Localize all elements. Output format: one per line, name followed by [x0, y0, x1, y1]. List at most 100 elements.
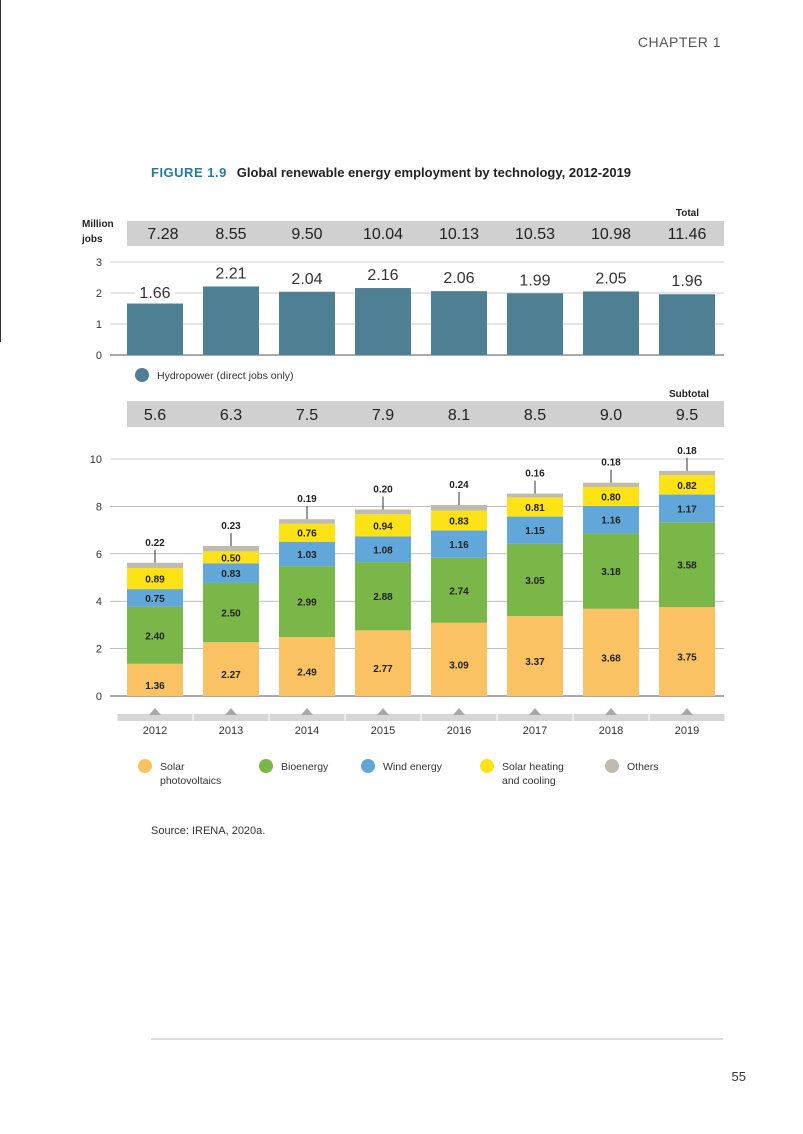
- stack-segment: [583, 608, 639, 696]
- subtotal-label: 7.5: [296, 407, 318, 424]
- segment-value-label: 2.88: [373, 592, 393, 603]
- stack-segment: [203, 551, 259, 564]
- stack-segment: [355, 536, 411, 563]
- segment-value-label: 0.82: [677, 481, 697, 492]
- stack-tick-label: 10: [90, 454, 102, 466]
- stack-segment: [507, 616, 563, 696]
- subtotal-header: Subtotal: [669, 389, 709, 400]
- segment-value-label: 2.27: [221, 670, 241, 681]
- total-label: 10.98: [591, 226, 631, 243]
- segment-value-label: 1.15: [525, 526, 545, 537]
- year-label: 2012: [143, 725, 167, 737]
- segment-value-label: 3.68: [601, 653, 621, 664]
- hydro-bar: [203, 286, 259, 355]
- stack-segment: [659, 607, 715, 696]
- segment-value-label: 1.08: [373, 545, 393, 556]
- year-marker-triangle: [149, 708, 161, 715]
- stack-segment: [431, 530, 487, 558]
- stack-tick-label: 8: [96, 501, 102, 513]
- hydro-tick-label: 1: [96, 319, 102, 331]
- segment-value-label: 2.50: [221, 609, 241, 620]
- stack-legend-label: and cooling: [502, 775, 556, 787]
- others-value-label: 0.18: [677, 446, 697, 457]
- stack-segment: [583, 533, 639, 609]
- segment-value-label: 0.76: [297, 529, 317, 540]
- segment-value-label: 0.81: [525, 503, 545, 514]
- year-marker-triangle: [453, 708, 465, 715]
- subtotal-label: 5.6: [144, 407, 166, 424]
- segment-value-label: 1.03: [297, 550, 317, 561]
- segment-value-label: 1.16: [601, 516, 621, 527]
- stack-segment: [279, 566, 335, 637]
- segment-value-label: 1.16: [449, 540, 469, 551]
- stack-legend-swatch: [605, 759, 619, 773]
- stack-segment: [203, 642, 259, 696]
- subtotal-band: [127, 401, 724, 427]
- year-strip: [497, 714, 573, 721]
- ylabel-line-2: jobs: [81, 234, 103, 245]
- year-label: 2019: [675, 725, 699, 737]
- stack-segment: [507, 543, 563, 617]
- segment-value-label: 0.83: [449, 517, 469, 528]
- year-marker-triangle: [681, 708, 693, 715]
- figure-title-text: Global renewable energy employment by te…: [236, 165, 632, 180]
- stack-legend-label: Others: [627, 761, 659, 773]
- stack-segment: [127, 568, 183, 590]
- segment-value-label: 0.89: [145, 575, 165, 586]
- year-strip: [649, 714, 725, 721]
- stack-segment: [279, 541, 335, 567]
- stack-legend-swatch: [480, 759, 494, 773]
- year-label: 2014: [295, 725, 319, 737]
- stack-legend-label: Solar: [160, 761, 185, 773]
- hydro-value-label: 2.05: [595, 270, 626, 287]
- stack-legend-label: Wind energy: [383, 761, 443, 773]
- total-label: 10.04: [363, 226, 403, 243]
- stack-segment: [355, 509, 411, 515]
- year-strip: [345, 714, 421, 721]
- segment-value-label: 1.36: [145, 681, 165, 692]
- year-marker-triangle: [605, 708, 617, 715]
- year-marker-triangle: [377, 708, 389, 715]
- hydro-label-bg: [135, 283, 175, 301]
- segment-value-label: 1.17: [677, 504, 697, 515]
- segment-value-label: 0.75: [145, 594, 165, 605]
- figure-title: FIGURE 1.9 Global renewable energy employ…: [151, 165, 631, 180]
- year-strip: [573, 714, 649, 721]
- segment-value-label: 3.58: [677, 561, 697, 572]
- hydro-legend-swatch: [135, 368, 149, 382]
- stack-segment: [659, 475, 715, 495]
- stack-segment: [279, 523, 335, 542]
- stack-segment: [127, 606, 183, 664]
- stack-tick-label: 2: [96, 644, 102, 656]
- hydro-bar: [583, 291, 639, 355]
- subtotal-label: 8.1: [448, 407, 470, 424]
- segment-value-label: 3.75: [677, 653, 697, 664]
- stack-tick-label: 0: [96, 691, 102, 703]
- stack-segment: [431, 510, 487, 531]
- stack-legend-swatch: [138, 759, 152, 773]
- hydro-bar: [431, 291, 487, 355]
- subtotal-label: 8.5: [524, 407, 546, 424]
- hydro-bar: [127, 303, 183, 355]
- segment-value-label: 3.05: [525, 576, 545, 587]
- hydro-value-label: 1.99: [519, 272, 550, 289]
- hydro-value-label: 2.04: [291, 271, 322, 288]
- stack-segment: [659, 522, 715, 608]
- hydro-bar: [659, 294, 715, 355]
- stack-legend-label: Solar heating: [502, 761, 564, 773]
- segment-value-label: 2.40: [145, 631, 165, 642]
- stack-legend-swatch: [259, 759, 273, 773]
- stack-legend-swatch: [361, 759, 375, 773]
- subtotal-label: 9.5: [676, 407, 698, 424]
- stack-tick-label: 4: [96, 596, 102, 608]
- year-marker-triangle: [225, 708, 237, 715]
- hydro-bar: [507, 293, 563, 355]
- segment-value-label: 2.74: [449, 586, 469, 597]
- year-label: 2015: [371, 725, 395, 737]
- segment-value-label: 0.50: [221, 553, 241, 564]
- hydro-tick-label: 0: [96, 350, 102, 362]
- stack-segment: [507, 516, 563, 544]
- stack-segment: [279, 519, 335, 524]
- stack-segment: [355, 562, 411, 631]
